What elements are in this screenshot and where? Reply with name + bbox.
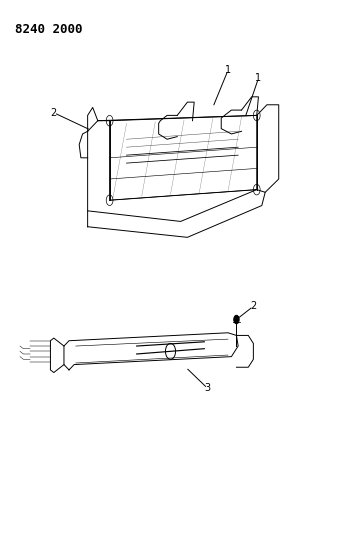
Text: 8240 2000: 8240 2000 xyxy=(15,22,83,36)
Text: 1: 1 xyxy=(255,73,262,83)
Text: 3: 3 xyxy=(205,383,211,393)
Text: 2: 2 xyxy=(51,108,57,118)
Text: 1: 1 xyxy=(225,66,231,75)
Circle shape xyxy=(234,316,239,324)
Text: 2: 2 xyxy=(250,301,256,311)
